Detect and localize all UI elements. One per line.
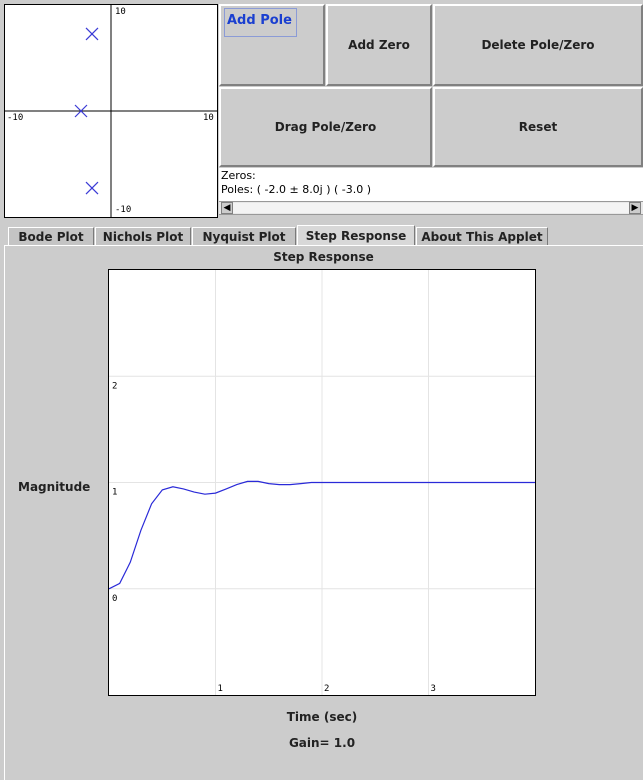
tab-nyquist-plot[interactable]: Nyquist Plot <box>192 227 296 245</box>
step-response-line <box>109 480 535 590</box>
reset-button[interactable]: Reset <box>433 87 643 167</box>
drag-pole-zero-button[interactable]: Drag Pole/Zero <box>219 87 432 167</box>
scroll-track[interactable] <box>233 203 629 213</box>
scroll-left-arrow-icon[interactable]: ◀ <box>221 202 233 214</box>
zeros-line: Zeros: <box>221 169 256 182</box>
tab-bode-plot-label: Bode Plot <box>18 229 84 244</box>
pole-marker-stroke-b <box>74 104 88 118</box>
y-axis-label: Magnitude <box>18 480 91 494</box>
x-axis-label: Time (sec) <box>286 710 358 724</box>
pole-zero-plot[interactable]: 10 -10 -10 10 <box>4 4 218 218</box>
y-tick-label-1: 1 <box>112 488 117 498</box>
tab-nichols-plot-label: Nichols Plot <box>102 229 184 244</box>
gain-label: Gain= 1.0 <box>288 736 356 750</box>
pz-xlabel-right: 10 <box>203 113 214 123</box>
tab-about-this-applet[interactable]: About This Applet <box>416 227 548 245</box>
pole-marker-1 <box>74 104 88 118</box>
tab-step-response[interactable]: Step Response <box>297 225 415 246</box>
y-tick-label-0: 0 <box>112 594 117 604</box>
pole-zero-info-area[interactable]: Zeros: Poles: ( -2.0 ± 8.0j ) ( -3.0 ) <box>219 168 643 201</box>
reset-label: Reset <box>518 120 558 134</box>
step-response-chart: 1 2 3 0 1 2 <box>108 269 536 696</box>
pole-marker-0 <box>85 27 99 41</box>
tab-step-response-label: Step Response <box>305 229 407 243</box>
step-response-svg: 1 2 3 0 1 2 <box>109 270 535 695</box>
tab-about-this-applet-label: About This Applet <box>421 229 543 244</box>
pz-ylabel-top: 10 <box>115 7 126 17</box>
x-tick-label-3: 3 <box>431 684 436 694</box>
chart-title: Step Response <box>273 250 374 264</box>
pole-marker-stroke-b <box>85 181 99 195</box>
add-zero-button[interactable]: Add Zero <box>326 4 432 86</box>
pz-ylabel-bottom: -10 <box>115 205 132 215</box>
scroll-right-arrow-icon[interactable]: ▶ <box>629 202 641 214</box>
tab-nichols-plot[interactable]: Nichols Plot <box>95 227 191 245</box>
delete-pole-zero-button[interactable]: Delete Pole/Zero <box>433 4 643 86</box>
add-zero-label: Add Zero <box>348 38 410 52</box>
pole-marker-stroke-b <box>85 27 99 41</box>
pole-zero-canvas[interactable] <box>5 5 217 217</box>
x-tick-label-1: 1 <box>218 684 223 694</box>
tab-nyquist-plot-label: Nyquist Plot <box>202 229 286 244</box>
pole-marker-2 <box>85 181 99 195</box>
add-pole-label: Add Pole <box>224 8 297 37</box>
poles-line: Poles: ( -2.0 ± 8.0j ) ( -3.0 ) <box>221 183 372 196</box>
drag-pole-zero-label: Drag Pole/Zero <box>274 120 377 134</box>
delete-pole-zero-label: Delete Pole/Zero <box>481 38 595 52</box>
tab-bode-plot[interactable]: Bode Plot <box>8 227 94 245</box>
add-pole-button[interactable]: Add Pole <box>219 4 325 86</box>
y-tick-label-2: 2 <box>112 381 117 391</box>
pz-xlabel-left: -10 <box>7 113 24 123</box>
horizontal-scrollbar[interactable]: ◀ ▶ <box>219 201 643 215</box>
x-tick-label-2: 2 <box>324 684 329 694</box>
